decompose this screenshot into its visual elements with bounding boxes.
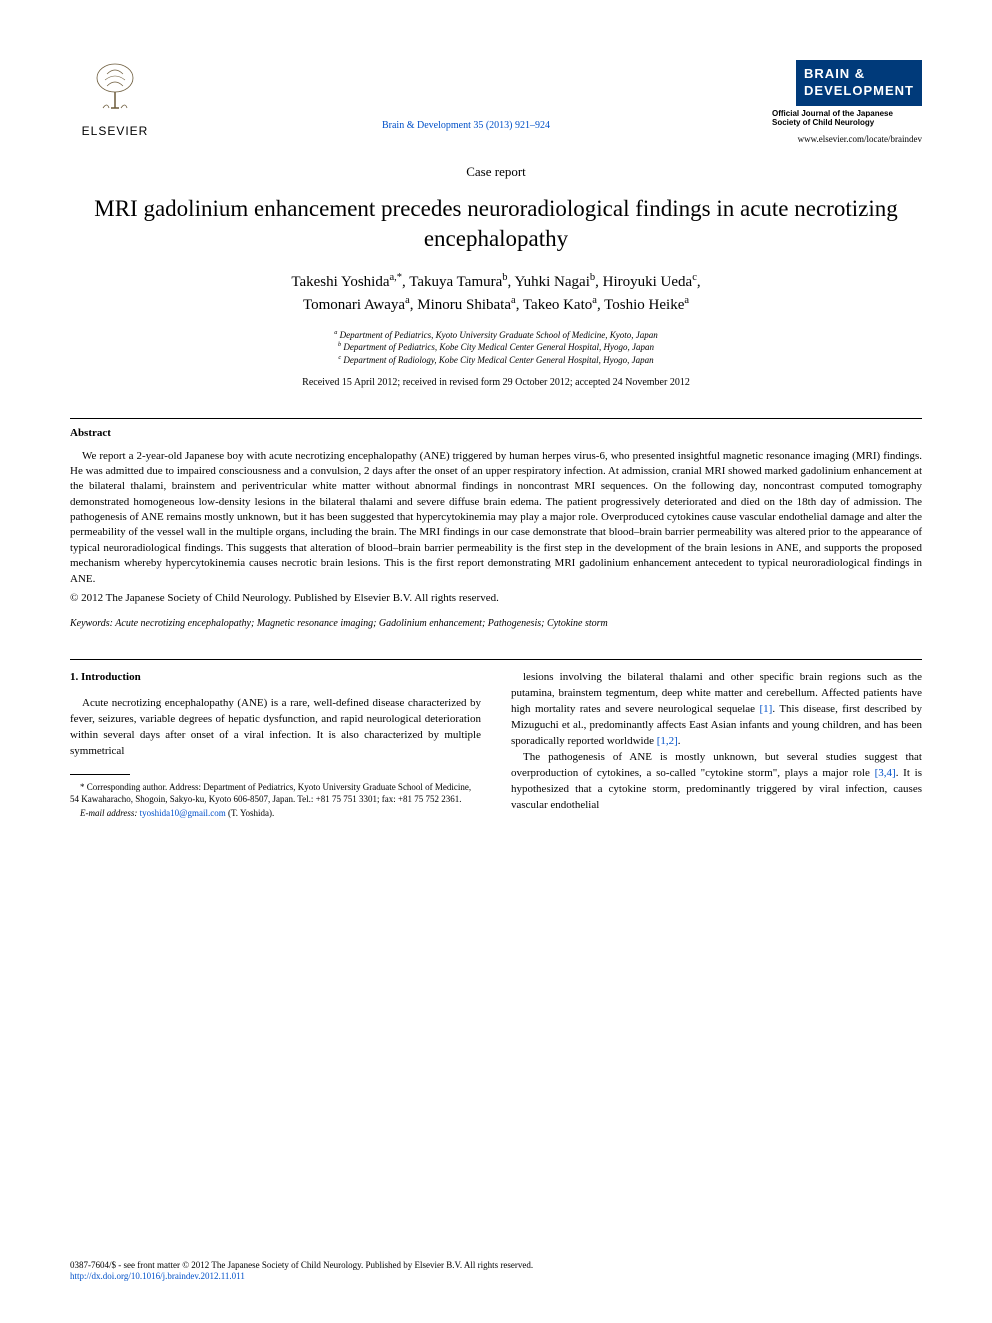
page-footer: 0387-7604/$ - see front matter © 2012 Th… [70, 1260, 922, 1283]
abstract-copyright: © 2012 The Japanese Society of Child Neu… [70, 591, 922, 606]
authors-line1: Takeshi Yoshidaa,*, Takuya Tamurab, Yuhk… [291, 274, 700, 290]
affiliation-a: a Department of Pediatrics, Kyoto Univer… [70, 329, 922, 342]
rule-top [70, 418, 922, 419]
abstract-body: We report a 2-year-old Japanese boy with… [70, 449, 922, 588]
affiliation-c: c Department of Radiology, Kobe City Med… [70, 354, 922, 367]
column-left: 1. Introduction Acute necrotizing enceph… [70, 670, 481, 820]
keywords: Keywords: Acute necrotizing encephalopat… [70, 618, 922, 629]
abstract-heading: Abstract [70, 427, 922, 439]
keywords-label: Keywords: [70, 618, 113, 629]
article-type: Case report [70, 164, 922, 180]
footnote-separator [70, 774, 130, 775]
journal-subtitle: Official Journal of the Japanese Society… [772, 109, 922, 128]
footnote-email: E-mail address: tyoshida10@gmail.com (T.… [70, 807, 481, 820]
journal-reference: Brain & Development 35 (2013) 921–924 [160, 60, 772, 133]
intro-p2-right: The pathogenesis of ANE is mostly unknow… [511, 750, 922, 814]
email-label: E-mail address: [80, 808, 137, 818]
authors-line2: Tomonari Awayaa, Minoru Shibataa, Takeo … [303, 297, 689, 313]
ref-1[interactable]: [1] [760, 703, 773, 715]
journal-logo-line1: BRAIN & [804, 66, 865, 81]
intro-p1-left: Acute necrotizing encephalopathy (ANE) i… [70, 696, 481, 760]
journal-block: BRAIN & DEVELOPMENT Official Journal of … [772, 60, 922, 144]
ref-3-4[interactable]: [3,4] [875, 767, 896, 779]
journal-reference-link[interactable]: Brain & Development 35 (2013) 921–924 [382, 120, 550, 131]
rule-bottom [70, 659, 922, 660]
journal-logo-line2: DEVELOPMENT [804, 83, 914, 98]
affiliation-b: b Department of Pediatrics, Kobe City Me… [70, 341, 922, 354]
journal-url[interactable]: www.elsevier.com/locate/braindev [772, 134, 922, 144]
publisher-name: ELSEVIER [82, 124, 149, 138]
article-dates: Received 15 April 2012; received in revi… [70, 377, 922, 388]
publisher-block: ELSEVIER [70, 60, 160, 138]
header-row: ELSEVIER Brain & Development 35 (2013) 9… [70, 60, 922, 144]
elsevier-tree-icon [85, 60, 145, 120]
article-title: MRI gadolinium enhancement precedes neur… [70, 194, 922, 254]
journal-logo: BRAIN & DEVELOPMENT [796, 60, 922, 106]
column-right: lesions involving the bilateral thalami … [511, 670, 922, 820]
footer-issn: 0387-7604/$ - see front matter © 2012 Th… [70, 1260, 922, 1272]
email-link[interactable]: tyoshida10@gmail.com [140, 808, 226, 818]
intro-p1-right: lesions involving the bilateral thalami … [511, 670, 922, 750]
body-columns: 1. Introduction Acute necrotizing enceph… [70, 670, 922, 820]
authors: Takeshi Yoshidaa,*, Takuya Tamurab, Yuhk… [70, 270, 922, 317]
doi-link[interactable]: http://dx.doi.org/10.1016/j.braindev.201… [70, 1271, 245, 1281]
affiliations: a Department of Pediatrics, Kyoto Univer… [70, 329, 922, 367]
email-person: (T. Yoshida). [228, 808, 274, 818]
keywords-list: Acute necrotizing encephalopathy; Magnet… [115, 618, 607, 629]
corresponding-author-footnote: * Corresponding author. Address: Departm… [70, 781, 481, 805]
ref-1-2[interactable]: [1,2] [657, 735, 678, 747]
introduction-heading: 1. Introduction [70, 670, 481, 686]
